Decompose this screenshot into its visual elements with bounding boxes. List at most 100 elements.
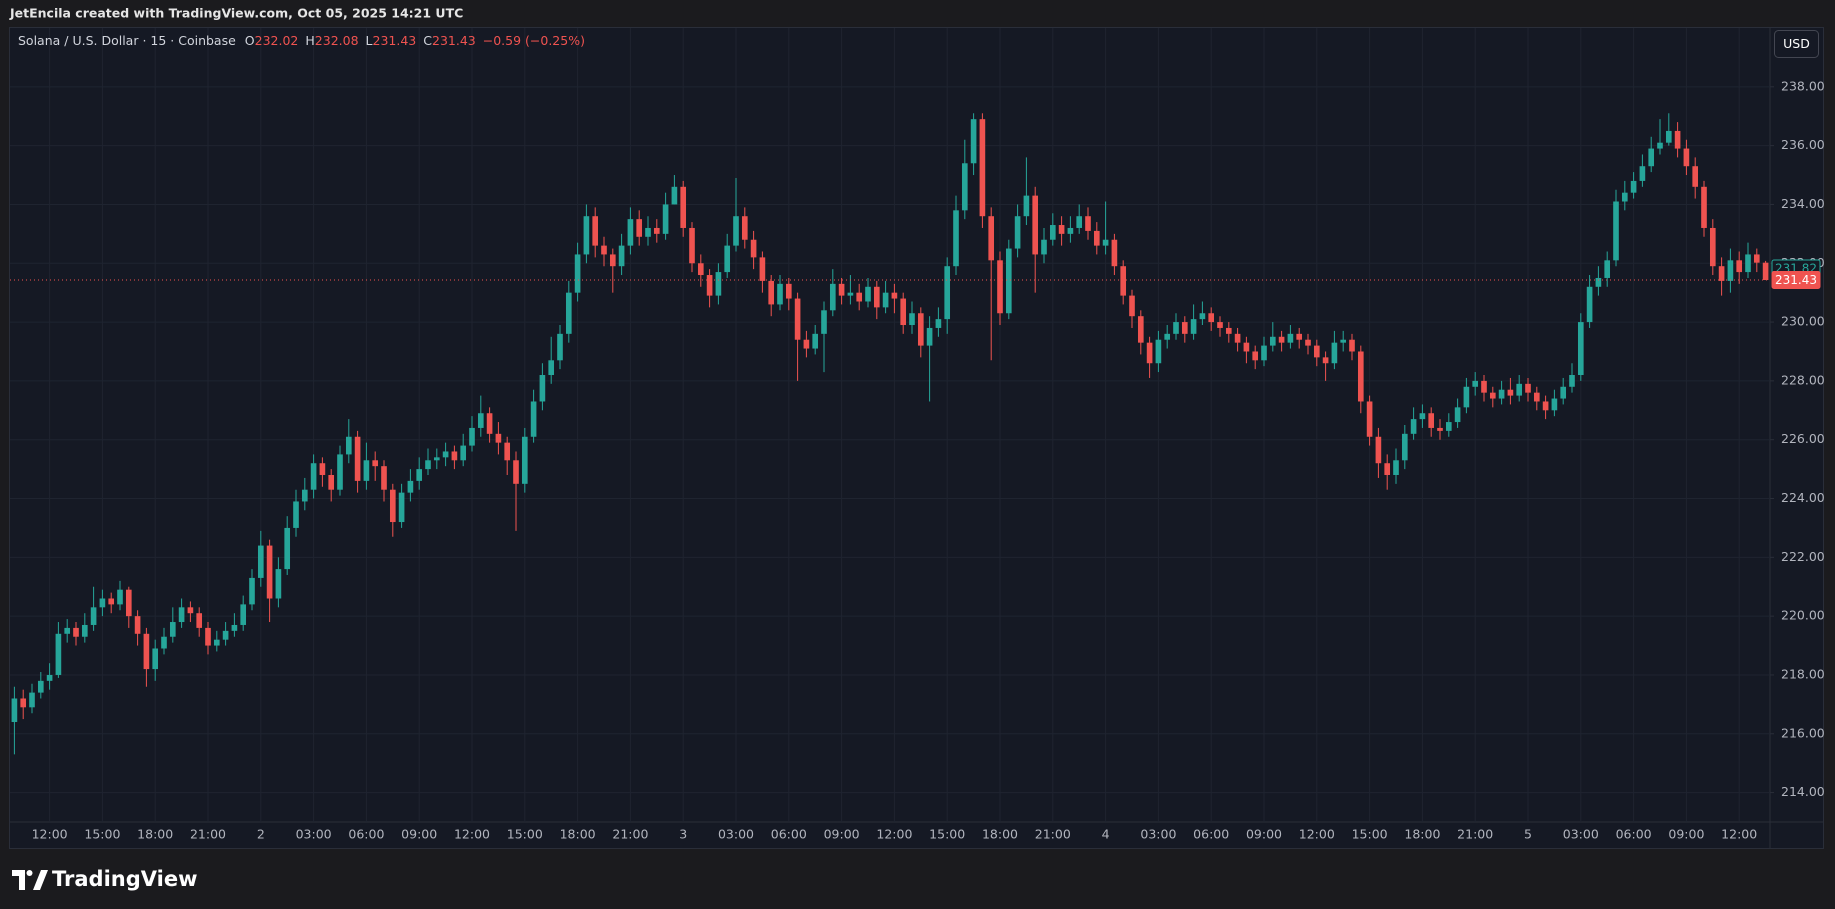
currency-button-text[interactable]: USD: [1783, 36, 1810, 51]
candle-body: [55, 633, 62, 675]
ohlc-label: C: [423, 33, 432, 48]
candle-body: [1375, 436, 1382, 464]
candle-body: [1208, 313, 1215, 323]
candle-body: [1437, 427, 1443, 431]
x-tick-label: 06:00: [1616, 827, 1652, 842]
candle-body: [979, 119, 986, 217]
candle-body: [1481, 380, 1487, 393]
candle-body: [1261, 345, 1267, 361]
candle-body: [838, 283, 845, 296]
candle-body: [1181, 322, 1188, 334]
candle-body: [205, 627, 211, 646]
candle-body: [187, 607, 194, 614]
candle-body: [645, 227, 651, 237]
candle-body: [680, 186, 687, 228]
candle-body: [750, 239, 757, 258]
candle-body: [1410, 419, 1417, 434]
candle-body: [1005, 248, 1012, 314]
candle-body: [460, 445, 467, 461]
x-tick-label: 06:00: [771, 827, 807, 842]
brand-name: TradingView: [52, 867, 197, 891]
candle-body: [794, 298, 801, 340]
candle-body: [988, 216, 995, 261]
ohlc-value: 232.08: [315, 33, 359, 48]
candle-body: [812, 333, 819, 349]
candle-body: [689, 227, 695, 264]
candle-body: [1595, 277, 1602, 287]
candle-body: [1701, 186, 1707, 228]
candle-body: [310, 463, 317, 490]
candle-body: [513, 460, 519, 484]
logo-icon: [26, 870, 33, 876]
candle-body: [1137, 316, 1144, 343]
candle-body: [1366, 401, 1373, 437]
candle-body: [442, 451, 449, 458]
candle-body: [389, 489, 396, 523]
candle-body: [1648, 148, 1655, 167]
y-tick-label: 216.00: [1781, 725, 1825, 740]
candle-body: [1445, 422, 1452, 431]
currency-button-frame[interactable]: [1774, 30, 1819, 58]
candle-body: [99, 598, 106, 608]
candle-body: [1252, 351, 1259, 361]
y-tick-label: 224.00: [1781, 490, 1825, 505]
candle-body: [539, 375, 546, 402]
x-tick-label: 09:00: [1668, 827, 1704, 842]
x-tick-label: 03:00: [1140, 827, 1176, 842]
x-tick-label: 18:00: [982, 827, 1018, 842]
ohlc-label: H: [305, 33, 314, 48]
candle-body: [821, 310, 827, 334]
candle-body: [275, 569, 282, 599]
x-tick-label: 03:00: [296, 827, 332, 842]
symbol-title: Solana / U.S. Dollar · 15 · Coinbase: [18, 33, 236, 48]
candle-body: [328, 474, 335, 490]
candle-body: [1164, 333, 1171, 340]
candle-body: [803, 339, 810, 349]
candle-body: [1287, 333, 1294, 343]
currency-button[interactable]: USD: [1774, 30, 1819, 58]
candle-body: [477, 413, 484, 428]
x-tick-label: 21:00: [612, 827, 648, 842]
candle-body: [451, 451, 458, 461]
candle-body: [917, 313, 924, 346]
candle-body: [521, 436, 528, 484]
candle-body: [926, 327, 933, 346]
candle-body: [1032, 195, 1039, 255]
x-tick-label: 15:00: [929, 827, 965, 842]
candle-body: [117, 589, 123, 605]
candle-body: [37, 680, 44, 693]
candle-body: [1243, 342, 1250, 352]
candle-body: [935, 319, 942, 328]
candle-body: [293, 501, 299, 528]
candle-body: [222, 630, 229, 640]
price-label: 231.43: [1775, 273, 1817, 287]
candle-body: [425, 460, 431, 470]
x-tick-label: 12:00: [32, 827, 68, 842]
candle-body: [161, 636, 167, 649]
y-tick-label: 214.00: [1781, 784, 1825, 799]
candle-body: [759, 257, 766, 281]
top-bar-text: JetEncila created with TradingView.com, …: [9, 6, 463, 21]
y-tick-label: 220.00: [1781, 608, 1825, 623]
candle-body: [944, 266, 951, 320]
candle-body: [240, 604, 247, 625]
candle-body: [1507, 389, 1514, 396]
candle-body: [609, 254, 616, 267]
candle-body: [1516, 383, 1523, 396]
candle-body: [1120, 266, 1127, 296]
x-tick-label: 18:00: [560, 827, 596, 842]
candle-body: [486, 413, 493, 434]
candle-body: [997, 260, 1003, 314]
x-tick-label: 15:00: [1352, 827, 1388, 842]
legend-header: Solana / U.S. Dollar · 15 · Coinbase O232…: [18, 33, 585, 48]
candle-body: [953, 210, 959, 267]
candle-body: [1349, 339, 1355, 352]
candle-body: [1296, 333, 1303, 340]
candle-body: [178, 607, 185, 623]
candle-body: [1199, 313, 1206, 320]
y-tick-label: 218.00: [1781, 666, 1825, 681]
candle-body: [354, 436, 361, 481]
x-tick-label: 18:00: [137, 827, 173, 842]
candle-body: [697, 263, 704, 276]
candle-body: [1692, 166, 1699, 187]
